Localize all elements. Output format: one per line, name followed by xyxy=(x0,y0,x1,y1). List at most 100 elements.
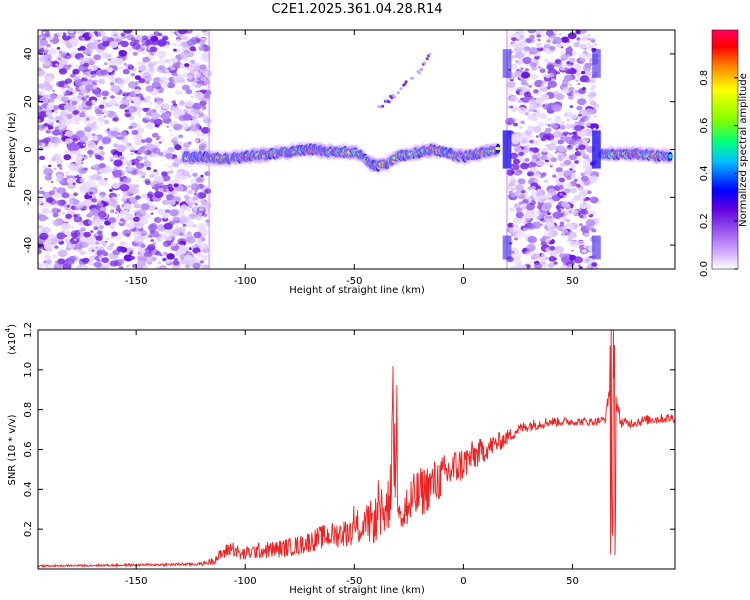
noise-blob xyxy=(540,172,547,177)
noise-blob xyxy=(143,231,147,234)
noise-blob xyxy=(148,204,156,211)
noise-blob xyxy=(106,245,114,251)
noise-blob xyxy=(169,122,175,127)
noise-blob xyxy=(547,212,551,216)
noise-blob xyxy=(119,131,128,138)
noise-blob xyxy=(171,42,177,47)
noise-blob xyxy=(525,264,531,269)
snr-x-tick-label: 0 xyxy=(460,576,466,587)
noise-blob xyxy=(38,190,43,194)
noise-blob xyxy=(91,133,96,137)
noise-blob xyxy=(158,141,162,144)
noise-blob xyxy=(540,137,546,142)
noise-blob xyxy=(56,210,60,213)
noise-blob xyxy=(530,194,534,198)
noise-blob xyxy=(537,121,545,127)
noise-blob xyxy=(158,265,167,269)
noise-blob xyxy=(148,153,153,157)
noise-blob xyxy=(155,265,160,269)
noise-blob xyxy=(155,104,161,109)
noise-blob xyxy=(56,46,61,50)
noise-blob xyxy=(79,177,86,183)
noise-blob xyxy=(196,81,202,85)
noise-blob xyxy=(511,107,517,112)
noise-blob xyxy=(65,33,70,36)
noise-edge xyxy=(208,30,211,269)
noise-blob xyxy=(520,189,526,194)
noise-blob xyxy=(106,237,110,240)
noise-blob xyxy=(198,45,206,51)
noise-blob xyxy=(582,97,585,100)
noise-blob xyxy=(169,129,173,132)
noise-blob xyxy=(66,177,75,184)
noise-blob xyxy=(583,35,589,40)
noise-blob xyxy=(93,31,98,34)
noise-blob xyxy=(145,95,151,101)
noise-blob xyxy=(90,230,94,233)
noise-blob xyxy=(110,148,118,155)
noise-blob xyxy=(577,264,581,267)
noise-blob xyxy=(557,171,564,177)
colorbar-tick-label: 0.8 xyxy=(699,70,710,86)
noise-blob xyxy=(574,160,579,164)
streak-dot xyxy=(423,61,427,65)
noise-blob xyxy=(578,52,587,59)
noise-blob xyxy=(149,102,153,105)
y-tick-label: -20 xyxy=(23,189,34,205)
noise-blob xyxy=(124,144,131,149)
noise-blob xyxy=(177,30,188,35)
noise-blob xyxy=(187,254,196,262)
noise-blob xyxy=(38,146,44,151)
noise-blob xyxy=(53,263,63,269)
noise-blob xyxy=(197,222,207,230)
noise-blob xyxy=(550,157,557,163)
noise-blob xyxy=(38,83,45,89)
noise-blob xyxy=(70,150,76,155)
noise-blob xyxy=(187,75,193,80)
noise-blob xyxy=(123,62,127,66)
noise-blob xyxy=(563,188,571,194)
noise-blob xyxy=(111,182,120,189)
noise-blob xyxy=(551,193,561,202)
noise-blob xyxy=(48,48,57,55)
noise-blob xyxy=(119,50,124,54)
noise-blob xyxy=(519,126,523,129)
noise-blob xyxy=(114,211,118,214)
noise-blob xyxy=(576,105,583,111)
streak-dot xyxy=(404,80,408,84)
noise-blob xyxy=(115,103,120,107)
noise-blob xyxy=(192,48,197,52)
noise-blob xyxy=(163,252,168,256)
noise-blob xyxy=(100,100,107,105)
snr-multiplier: (x104) xyxy=(4,324,18,355)
noise-blob xyxy=(98,225,105,230)
noise-blob xyxy=(545,43,551,48)
noise-blob xyxy=(156,135,161,139)
noise-blob xyxy=(187,39,196,47)
noise-blob xyxy=(198,192,207,199)
noise-region-2 xyxy=(505,30,601,269)
noise-blob xyxy=(50,189,56,194)
noise-blob xyxy=(590,123,599,130)
noise-blob xyxy=(184,171,189,175)
noise-blob xyxy=(149,173,155,178)
noise-blob xyxy=(199,242,209,250)
noise-blob xyxy=(564,113,568,117)
noise-blob xyxy=(186,52,194,58)
noise-blob xyxy=(190,169,194,172)
y-tick-label: 20 xyxy=(23,95,34,108)
noise-blob xyxy=(123,254,133,262)
noise-blob xyxy=(153,77,161,83)
noise-blob xyxy=(148,63,154,68)
noise-blob xyxy=(126,95,132,100)
noise-blob xyxy=(542,235,547,239)
noise-blob xyxy=(102,166,112,174)
spike-bottom xyxy=(502,235,512,260)
noise-blob xyxy=(553,130,563,138)
noise-blob xyxy=(124,76,131,83)
noise-blob xyxy=(46,118,55,125)
noise-blob xyxy=(155,238,162,243)
noise-blob xyxy=(150,181,161,189)
noise-blob xyxy=(92,164,98,169)
noise-blob xyxy=(110,95,115,99)
